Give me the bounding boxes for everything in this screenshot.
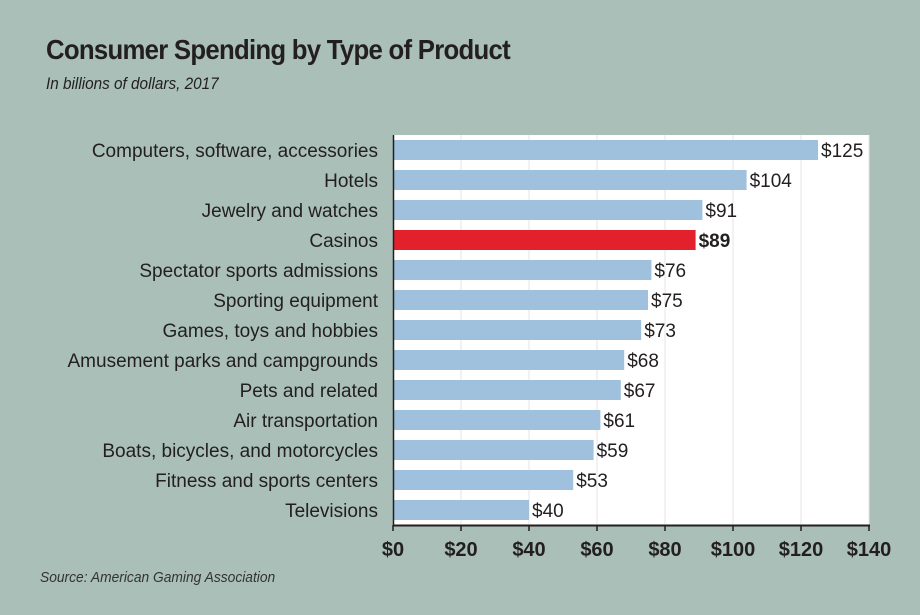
value-label: $68 xyxy=(627,351,659,372)
value-label: $125 xyxy=(821,141,863,162)
category-label: Fitness and sports centers xyxy=(155,471,378,492)
x-tick-label: $100 xyxy=(711,539,756,561)
bar xyxy=(394,200,703,220)
x-tick-label: $140 xyxy=(847,539,892,561)
x-tick-label: $40 xyxy=(512,539,545,561)
category-label: Hotels xyxy=(324,171,378,192)
chart-title: Consumer Spending by Type of Product xyxy=(46,34,511,65)
bar xyxy=(394,470,574,490)
category-label: Sporting equipment xyxy=(213,291,378,312)
x-tick-label: $20 xyxy=(444,539,477,561)
bar xyxy=(394,320,642,340)
x-tick-label: $60 xyxy=(580,539,613,561)
bar xyxy=(394,290,648,310)
bar xyxy=(394,260,652,280)
bar xyxy=(394,350,625,370)
category-label: Spectator sports admissions xyxy=(139,261,378,282)
bar xyxy=(394,500,529,520)
bar xyxy=(394,410,601,430)
x-tick-label: $120 xyxy=(779,539,824,561)
value-label: $61 xyxy=(603,411,635,432)
category-label: Games, toys and hobbies xyxy=(163,321,378,342)
category-label: Amusement parks and campgrounds xyxy=(68,351,379,372)
value-label: $91 xyxy=(705,201,737,222)
category-label: Televisions xyxy=(285,501,378,522)
category-label: Air transportation xyxy=(233,411,378,432)
category-label: Computers, software, accessories xyxy=(92,141,378,162)
bar-highlight xyxy=(394,230,696,250)
value-label: $89 xyxy=(699,231,731,252)
category-label: Boats, bicycles, and motorcycles xyxy=(102,441,378,462)
value-label: $40 xyxy=(532,501,564,522)
bar xyxy=(394,440,594,460)
x-tick-label: $0 xyxy=(382,539,404,561)
chart-subtitle: In billions of dollars, 2017 xyxy=(46,74,219,93)
bar xyxy=(394,380,621,400)
value-label: $73 xyxy=(644,321,676,342)
category-label: Pets and related xyxy=(240,381,378,402)
value-label: $76 xyxy=(654,261,686,282)
value-label: $67 xyxy=(624,381,656,402)
value-label: $104 xyxy=(750,171,793,192)
category-label: Jewelry and watches xyxy=(202,201,378,222)
value-label: $59 xyxy=(597,441,629,462)
x-tick-label: $80 xyxy=(648,539,681,561)
bar xyxy=(394,140,818,160)
value-label: $53 xyxy=(576,471,608,492)
bar xyxy=(394,170,747,190)
value-label: $75 xyxy=(651,291,683,312)
source-note: Source: American Gaming Association xyxy=(40,569,276,586)
category-label: Casinos xyxy=(309,231,378,252)
